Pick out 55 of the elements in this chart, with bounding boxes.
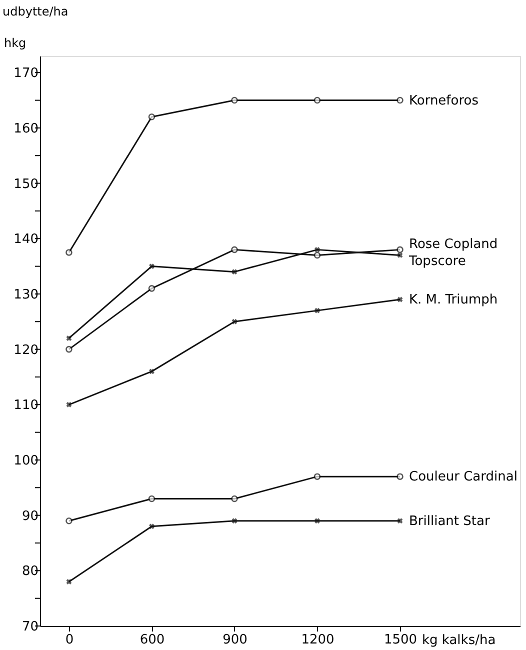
point bbox=[314, 518, 320, 524]
point bbox=[314, 473, 321, 480]
point bbox=[397, 296, 403, 302]
y-tick-label: 90 bbox=[22, 508, 38, 524]
point bbox=[314, 252, 321, 259]
point bbox=[231, 495, 238, 502]
point bbox=[397, 252, 403, 258]
point bbox=[66, 346, 72, 353]
point bbox=[148, 285, 156, 292]
point bbox=[232, 518, 238, 524]
x-tick-label: 1200 bbox=[301, 632, 334, 648]
point bbox=[232, 318, 238, 324]
series-label: Couleur Cardinal bbox=[409, 470, 518, 485]
point bbox=[231, 246, 238, 254]
y-axis-title: udbytte/ha bbox=[2, 4, 68, 18]
point bbox=[314, 246, 320, 252]
y-tick-label: 70 bbox=[22, 620, 38, 634]
series-label: Topscore bbox=[408, 254, 466, 269]
point bbox=[148, 495, 156, 502]
y-tick-label: 100 bbox=[14, 453, 38, 468]
point bbox=[314, 308, 320, 314]
series-label: Korneforos bbox=[409, 93, 479, 108]
point bbox=[231, 96, 238, 104]
point bbox=[66, 402, 72, 408]
point bbox=[66, 336, 72, 341]
y-tick-label: 80 bbox=[22, 564, 38, 580]
x-tick-label: 1500 bbox=[384, 632, 418, 648]
y-tick-label: 170 bbox=[14, 66, 38, 82]
series-label: Rose Copland bbox=[409, 236, 498, 252]
point bbox=[148, 113, 156, 120]
point bbox=[397, 518, 403, 524]
y-tick-label: 120 bbox=[14, 342, 38, 358]
point bbox=[149, 368, 154, 374]
series-label: K. M. Triumph bbox=[409, 292, 498, 308]
x-tick-label: 900 bbox=[222, 632, 248, 648]
x-axis-title: kg kalks/ha bbox=[422, 633, 496, 648]
point bbox=[314, 96, 321, 104]
y-tick-label: 130 bbox=[14, 287, 38, 302]
x-tick-label: 600 bbox=[140, 632, 165, 648]
point bbox=[396, 473, 404, 480]
point bbox=[149, 524, 154, 530]
x-tick-label: 0 bbox=[65, 632, 74, 648]
point bbox=[232, 269, 238, 275]
y-tick-label: 160 bbox=[14, 121, 38, 136]
point bbox=[149, 264, 154, 269]
series-label: Brilliant Star bbox=[409, 514, 490, 529]
point bbox=[66, 579, 72, 584]
y-tick-label: 110 bbox=[14, 398, 38, 414]
text: hkg bbox=[4, 36, 26, 50]
y-tick-label: 150 bbox=[14, 176, 38, 192]
point bbox=[66, 517, 72, 524]
y-tick-label: 140 bbox=[14, 232, 38, 248]
point bbox=[396, 96, 404, 104]
point bbox=[396, 246, 404, 254]
point bbox=[66, 249, 72, 256]
